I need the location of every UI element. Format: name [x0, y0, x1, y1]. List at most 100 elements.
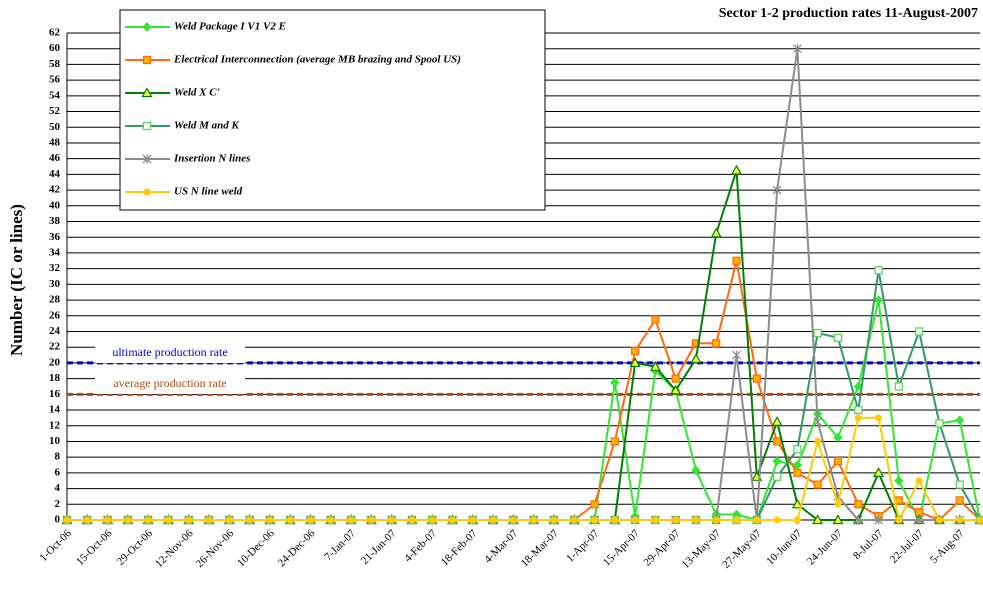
- y-tick-label: 58: [49, 58, 61, 70]
- data-point: [690, 353, 702, 364]
- data-point: [874, 266, 883, 275]
- data-point: [813, 328, 822, 338]
- x-tick-label: 26-Nov-06: [194, 527, 237, 570]
- data-point: [833, 456, 843, 466]
- data-point: [772, 472, 782, 481]
- y-tick-label: 6: [55, 466, 61, 478]
- y-tick-label: 40: [49, 199, 61, 211]
- chart-title: Sector 1-2 production rates 11-August-20…: [719, 6, 978, 21]
- reference-label-box: average production rate: [95, 373, 245, 395]
- data-point: [104, 516, 112, 524]
- y-axis-label: Number (IC or lines): [7, 204, 26, 356]
- y-tick-label: 26: [49, 309, 61, 321]
- data-point: [408, 516, 416, 524]
- data-point: [812, 514, 824, 525]
- x-tick-label: 22-Jul-07: [888, 527, 927, 566]
- data-point: [712, 339, 721, 348]
- data-point: [141, 87, 153, 98]
- legend-box: [119, 9, 546, 211]
- y-tick-label: 54: [49, 89, 61, 101]
- y-tick-label: 60: [49, 42, 61, 54]
- data-point: [205, 516, 213, 524]
- data-point: [286, 516, 294, 524]
- y-tick-label: 28: [49, 294, 61, 306]
- x-tick-label: 18-Feb-07: [439, 527, 480, 568]
- data-point: [246, 516, 254, 524]
- y-tick-label: 32: [49, 262, 61, 274]
- y-tick-label: 4: [55, 482, 61, 494]
- data-point: [793, 445, 802, 454]
- data-point: [610, 377, 620, 388]
- y-tick-label: 16: [49, 388, 61, 400]
- reference-label: ultimate production rate: [95, 341, 245, 363]
- data-point: [873, 467, 885, 477]
- y-tick-label: 18: [49, 372, 61, 384]
- x-tick-label: 15-Oct-06: [74, 527, 115, 568]
- y-tick-label: 2: [55, 498, 61, 510]
- data-point: [530, 516, 538, 524]
- legend-label: Insertion N lines: [173, 153, 250, 165]
- data-point: [347, 516, 355, 524]
- legend-label: Weld X C': [174, 87, 220, 99]
- x-tick-label: 7-Jan-07: [322, 527, 358, 563]
- series-line: [67, 416, 980, 523]
- data-point: [834, 500, 842, 508]
- x-tick-label: 1-Oct-06: [37, 527, 74, 564]
- x-tick-label: 29-Apr-07: [641, 527, 683, 569]
- data-point: [813, 480, 822, 489]
- data-point: [752, 374, 761, 383]
- data-point: [164, 516, 172, 524]
- x-tick-label: 15-Apr-07: [601, 527, 643, 569]
- data-point: [791, 498, 803, 509]
- data-point: [771, 416, 783, 426]
- data-point: [915, 477, 923, 485]
- data-point: [630, 347, 640, 356]
- y-tick-label: 62: [49, 27, 61, 39]
- data-point: [428, 516, 436, 524]
- data-point: [469, 516, 477, 524]
- y-tick-label: 44: [49, 168, 61, 180]
- reference-label: average production rate: [95, 373, 245, 395]
- data-point: [914, 327, 924, 336]
- data-point: [793, 468, 802, 477]
- y-tick-label: 24: [49, 325, 61, 337]
- legend-label: Electrical Interconnection (average MB b…: [173, 54, 461, 66]
- reference-label-box: ultimate production rate: [95, 341, 245, 363]
- x-tick-label: 4-Feb-07: [402, 527, 439, 564]
- data-point: [732, 256, 741, 265]
- y-tick-label: 38: [49, 215, 61, 227]
- y-tick-label: 20: [49, 356, 61, 368]
- data-point: [367, 516, 375, 524]
- data-point: [489, 516, 497, 524]
- data-point: [793, 516, 801, 524]
- legend-label: Weld Package I V1 V2 E: [174, 21, 286, 33]
- data-point: [895, 516, 903, 524]
- data-point: [955, 496, 964, 505]
- x-tick-label: 27-May-07: [720, 527, 764, 571]
- x-tick-label: 8-Jul-07: [851, 527, 886, 562]
- data-point: [509, 516, 517, 524]
- data-point: [671, 374, 680, 383]
- data-point: [142, 55, 152, 65]
- data-point: [142, 154, 152, 164]
- x-tick-label: 18-Mar-07: [519, 527, 561, 569]
- data-point: [692, 516, 700, 524]
- data-point: [874, 515, 884, 525]
- x-tick-label: 24-Jun-07: [805, 527, 845, 567]
- data-point: [875, 414, 883, 422]
- data-point: [894, 476, 904, 486]
- data-point: [672, 516, 680, 524]
- y-tick-label: 30: [49, 278, 61, 290]
- x-tick-label: 5-Aug-07: [928, 527, 967, 566]
- y-tick-label: 34: [49, 246, 61, 258]
- data-point: [773, 516, 781, 524]
- y-tick-label: 56: [49, 74, 61, 86]
- data-point: [327, 516, 335, 524]
- data-point: [610, 437, 619, 446]
- legend-label: Weld M and K: [174, 120, 240, 132]
- data-point: [266, 516, 274, 524]
- y-tick-label: 46: [49, 152, 61, 164]
- data-point: [570, 516, 578, 524]
- data-point: [956, 516, 964, 524]
